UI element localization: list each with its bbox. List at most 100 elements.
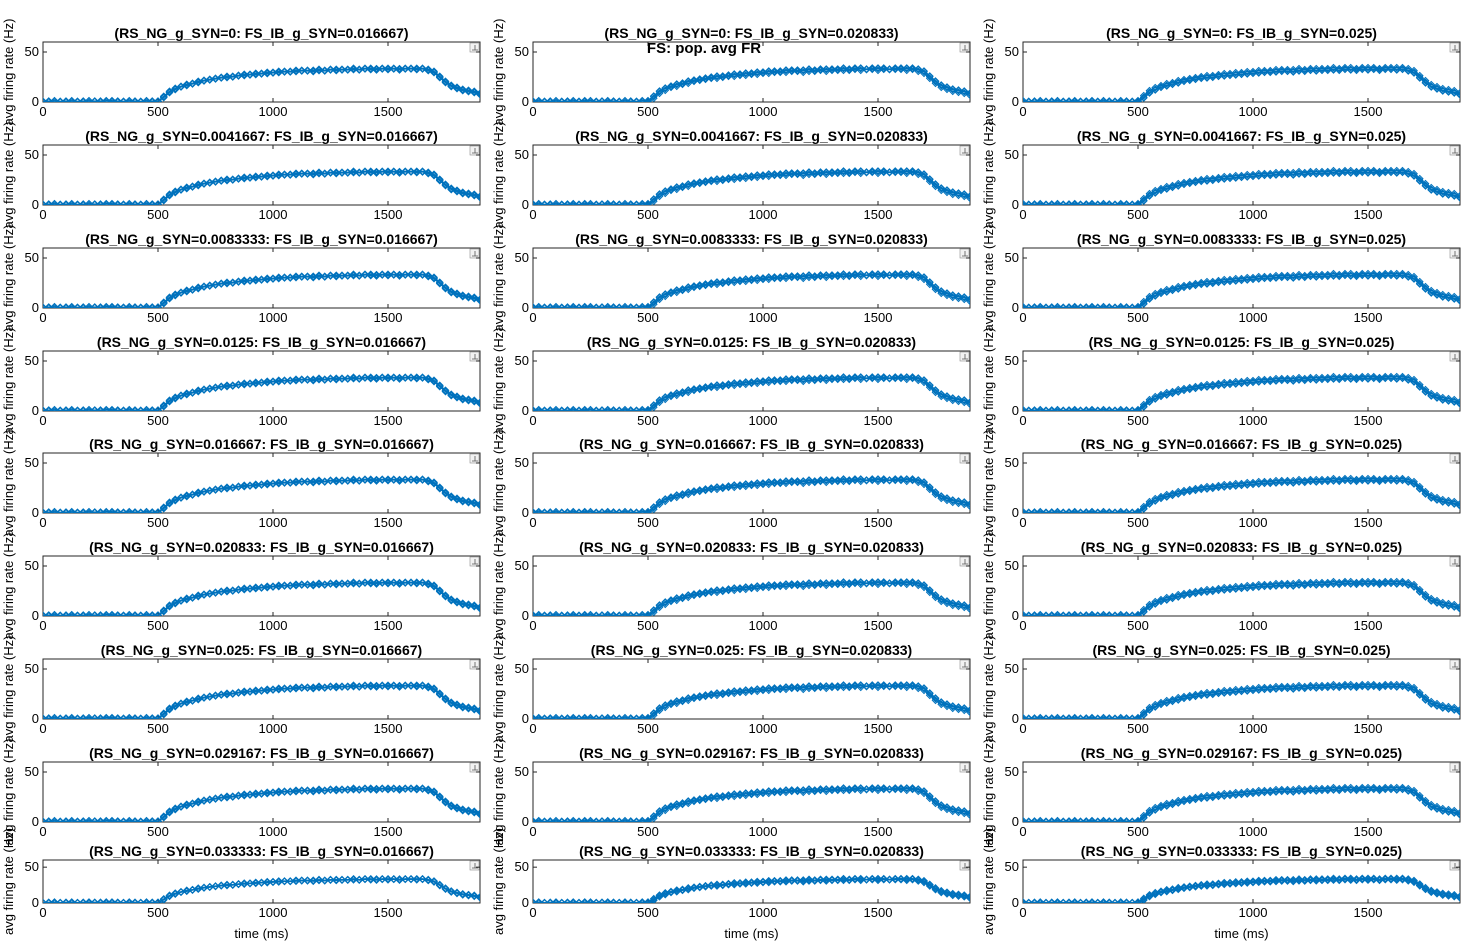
data-point [879,578,888,586]
x-tick-label: 1000 [1239,413,1268,428]
data-point [453,597,461,606]
data-point [378,64,387,73]
data-point [569,407,578,411]
data-point [678,593,687,601]
data-point [430,170,438,179]
data-point [793,580,802,588]
data-point [292,477,300,486]
x-tick-label: 0 [529,310,536,325]
data-point [925,175,934,183]
data-point [1105,508,1114,513]
data-point [119,611,128,616]
data-point [753,582,762,590]
data-point [50,715,59,719]
y-axis-label: avg firing rate (Hz) [491,225,506,332]
data-point [1070,302,1079,308]
axes-toolbar-button[interactable] [959,659,970,670]
series-line-3 [533,64,970,102]
axes-toolbar-button[interactable] [469,453,480,464]
axes-toolbar-button[interactable] [959,453,970,464]
data-point [165,397,174,406]
data-point [240,276,249,285]
data-point [770,273,779,281]
data-point [292,683,300,692]
data-point [165,396,174,405]
data-point [828,271,836,279]
data-point [62,304,70,308]
data-point [131,98,139,102]
axes-toolbar-button[interactable] [1449,556,1460,567]
data-point [1438,598,1447,607]
data-point [378,373,387,382]
data-point [552,302,560,308]
data-point [154,714,162,719]
axes-toolbar-button[interactable] [1449,145,1460,156]
data-point [534,96,543,102]
axes-toolbar-button[interactable] [1449,453,1460,464]
data-point [580,200,589,205]
data-point [1398,577,1407,586]
series-line-3 [1023,474,1460,513]
axes-toolbar-button[interactable] [469,248,480,259]
data-point [891,578,900,586]
axes-toolbar-button[interactable] [469,351,480,362]
data-point [920,67,928,75]
axes-toolbar-button[interactable] [469,556,480,567]
axes-toolbar-button[interactable] [1449,248,1460,259]
data-point [1024,200,1033,205]
data-point [1387,269,1395,278]
data-point [338,579,346,588]
data-point [1346,269,1355,278]
data-point [136,406,145,411]
data-point [667,288,675,296]
data-point [920,170,928,178]
data-point [263,377,272,386]
axes-toolbar-button[interactable] [469,145,480,156]
data-point [897,64,905,72]
y-tick-label: 50 [25,250,39,265]
data-point [131,612,139,616]
axes-toolbar-button[interactable] [1449,351,1460,362]
data-point [43,303,47,308]
data-point [470,601,479,610]
data-point [1306,373,1315,382]
data-point [470,87,479,96]
data-point [125,201,134,205]
data-point [1404,373,1413,382]
axes-toolbar-button[interactable] [959,556,970,567]
data-point [430,67,438,76]
data-point [1444,85,1453,94]
data-point [960,396,969,404]
data-point [1272,476,1280,485]
data-point [430,685,438,694]
axes-toolbar-button[interactable] [1449,42,1460,53]
data-point [1024,303,1033,308]
axes-toolbar-button[interactable] [959,248,970,259]
axes-toolbar-button[interactable] [959,42,970,53]
data-point [1151,289,1160,298]
data-point [546,97,555,102]
subplot-title: (RS_NG_g_SYN=0.0083333: FS_IB_g_SYN=0.02… [1077,231,1406,247]
data-point [96,407,105,411]
y-tick-label: 0 [522,711,529,726]
data-point [655,87,664,95]
data-point [897,578,905,586]
data-point [1421,76,1430,85]
data-point [378,475,387,484]
series-line-3 [533,167,970,205]
subplot-6-2: (RS_NG_g_SYN=0.020833: FS_IB_g_SYN=0.020… [491,533,971,639]
data-point [476,604,480,613]
axes-toolbar-button[interactable] [469,659,480,670]
axes-toolbar-button[interactable] [469,42,480,53]
data-point [148,509,157,513]
data-point [159,299,168,308]
x-tick-label: 500 [637,618,659,633]
data-point [188,490,197,499]
axes-toolbar-button[interactable] [959,351,970,362]
data-point [361,270,369,279]
axes-toolbar-button[interactable] [959,145,970,156]
data-point [649,606,658,614]
data-point [67,509,76,513]
data-point [79,509,88,513]
data-point [148,304,157,308]
